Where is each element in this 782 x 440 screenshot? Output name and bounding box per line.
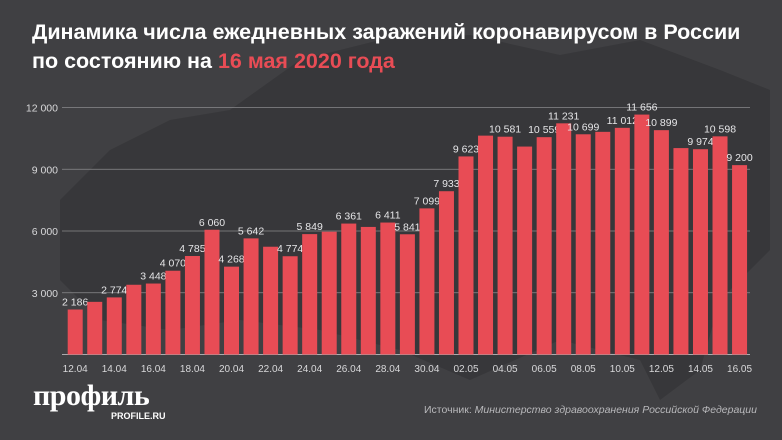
data-label: 6 060 <box>199 217 225 229</box>
bar <box>712 136 728 355</box>
x-tick-label: 16.04 <box>141 364 166 375</box>
bar <box>321 231 337 355</box>
bar <box>145 283 161 355</box>
x-tick-label: 12.04 <box>63 364 88 375</box>
y-tick-label: 6 000 <box>32 226 58 238</box>
data-label: 10 598 <box>704 123 736 135</box>
x-tick-label: 16.05 <box>727 364 752 375</box>
x-tick-label: 20.04 <box>219 364 244 375</box>
x-tick-label: 30.04 <box>414 364 439 375</box>
data-label: 10 559 <box>528 124 560 136</box>
data-label: 5 642 <box>238 225 264 237</box>
x-tick-label: 04.05 <box>493 364 518 375</box>
bar <box>614 127 630 355</box>
bar <box>282 256 298 355</box>
data-label: 7 099 <box>414 195 440 207</box>
bar <box>595 131 611 355</box>
y-tick-label: 3 000 <box>32 288 58 300</box>
bar <box>243 238 259 355</box>
bar <box>67 309 83 355</box>
bar <box>126 284 142 355</box>
bar <box>438 191 454 355</box>
bar <box>184 256 200 355</box>
profile-logo: профиль <box>33 379 150 412</box>
data-label: 2 186 <box>62 297 88 309</box>
bar <box>380 222 396 355</box>
data-label: 3 448 <box>140 271 166 283</box>
bar <box>204 229 220 355</box>
x-tick-label: 08.05 <box>571 364 596 375</box>
data-label: 9 623 <box>453 143 479 155</box>
data-label: 9 974 <box>687 136 713 148</box>
bar <box>556 123 572 355</box>
x-tick-label: 22.04 <box>258 364 283 375</box>
x-tick-label: 10.05 <box>610 364 635 375</box>
bar <box>419 208 435 355</box>
x-tick-label: 12.05 <box>649 364 674 375</box>
data-label: 5 849 <box>297 221 323 233</box>
bar <box>360 226 376 355</box>
x-tick-label: 06.05 <box>532 364 557 375</box>
bar <box>497 136 513 355</box>
bar <box>732 165 748 355</box>
x-tick-label: 26.04 <box>336 364 361 375</box>
bar <box>399 234 415 355</box>
bar <box>165 270 181 355</box>
bar <box>263 246 279 355</box>
data-label: 11 231 <box>548 110 579 122</box>
bar <box>224 266 240 355</box>
title-date: 16 мая 2020 года <box>217 49 395 73</box>
chart-title: Динамика числа ежедневных заражений коро… <box>32 20 741 73</box>
bar <box>692 149 708 355</box>
data-label: 10 899 <box>645 117 677 129</box>
bar <box>458 156 474 355</box>
data-label: 11 656 <box>626 102 657 114</box>
bar <box>653 130 669 355</box>
x-tick-label: 28.04 <box>375 364 400 375</box>
data-label: 9 200 <box>726 152 752 164</box>
bar <box>478 135 494 355</box>
data-label: 4 268 <box>218 254 244 266</box>
bar <box>87 301 103 355</box>
data-label: 5 841 <box>394 221 420 233</box>
bar <box>302 234 318 355</box>
data-label: 4 070 <box>160 258 186 270</box>
source-note: Источник: Министерство здравоохранения Р… <box>424 404 757 416</box>
y-tick-label: 9 000 <box>32 164 58 176</box>
x-tick-label: 24.04 <box>297 364 322 375</box>
profile-site: PROFILE.RU <box>111 411 166 421</box>
y-tick-label: 12 000 <box>26 103 58 115</box>
bar <box>536 137 552 355</box>
x-tick-label: 02.05 <box>453 364 478 375</box>
bar <box>575 134 591 355</box>
data-label: 11 012 <box>607 115 638 127</box>
x-tick-label: 14.04 <box>102 364 127 375</box>
x-tick-label: 14.05 <box>688 364 713 375</box>
data-label: 10 699 <box>567 121 599 133</box>
data-label: 10 581 <box>489 124 521 136</box>
x-tick-label: 18.04 <box>180 364 205 375</box>
bar <box>106 297 122 355</box>
bar <box>634 114 650 355</box>
data-label: 4 785 <box>179 243 205 255</box>
bar <box>517 146 533 355</box>
data-label: 2 774 <box>101 284 127 296</box>
bar <box>673 148 689 355</box>
data-label: 6 361 <box>336 211 362 223</box>
data-label: 4 774 <box>277 243 303 255</box>
data-label: 6 411 <box>375 210 401 222</box>
bar <box>341 223 357 355</box>
data-label: 7 933 <box>433 178 459 190</box>
